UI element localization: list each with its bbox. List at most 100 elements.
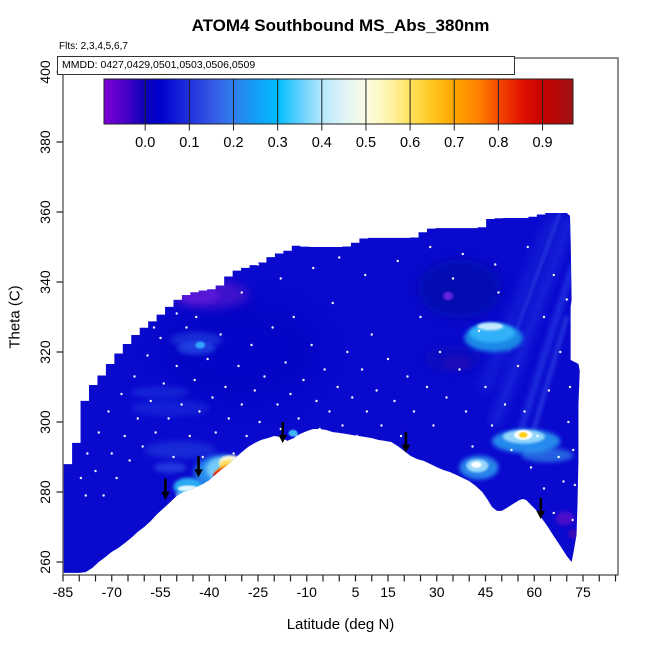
sample-dot <box>188 434 191 438</box>
sample-dot <box>393 399 396 403</box>
field-hotspot <box>213 474 221 480</box>
field-hotspot <box>170 332 223 348</box>
y-tick-label: 320 <box>37 340 53 364</box>
sample-dot <box>84 494 87 497</box>
sample-dot <box>567 420 570 424</box>
sample-dot <box>471 445 474 448</box>
sample-dot <box>149 399 152 403</box>
x-tick-label: 60 <box>526 584 542 600</box>
sample-dot <box>180 403 183 406</box>
x-tick-label: 15 <box>380 584 396 600</box>
sample-dot <box>425 385 429 389</box>
field-hotspot <box>154 462 187 473</box>
colorbar-tick-label: 0.8 <box>488 135 508 151</box>
sample-dot <box>562 480 565 483</box>
sample-dot <box>351 396 354 399</box>
field-hotspot <box>131 399 210 417</box>
arrow-down-icon <box>278 422 287 443</box>
sample-dot <box>331 301 334 305</box>
x-axis: -85 -70 -55 -40 -25 -10 5 15 30 45 60 75 <box>53 575 617 600</box>
sample-dot <box>289 392 292 396</box>
sample-dot <box>323 368 326 371</box>
field-hotspot <box>180 287 219 305</box>
sample-dot <box>263 375 266 378</box>
colorbar-tick-label: 0.3 <box>268 135 288 151</box>
sample-dot <box>198 410 201 413</box>
sample-dot <box>245 434 248 438</box>
colorbar-gradient <box>103 78 574 125</box>
sample-dot <box>240 403 243 406</box>
sample-dot <box>206 357 209 361</box>
field-hotspot <box>568 529 579 539</box>
field-hotspot <box>288 429 298 437</box>
sample-dot <box>219 333 222 336</box>
sample-dot <box>141 445 144 448</box>
y-tick-label: 280 <box>37 480 53 504</box>
colorbar-tick-label: 0.0 <box>135 135 155 151</box>
sample-dot <box>315 399 318 403</box>
sample-dot <box>302 378 305 382</box>
sample-dot <box>318 427 321 431</box>
field-hotspot <box>177 485 199 492</box>
sample-dot <box>399 434 403 438</box>
x-tick-label: 5 <box>352 584 360 600</box>
x-tick-label: 45 <box>478 584 494 600</box>
y-tick-label: 300 <box>37 410 53 434</box>
field-hotspot <box>293 238 311 246</box>
sample-dot <box>542 487 546 490</box>
field-hotspot <box>295 434 301 439</box>
sample-dot <box>227 417 230 420</box>
colorbar-tick-label: 0.7 <box>444 135 464 151</box>
sample-dot <box>497 291 500 294</box>
sample-dot <box>94 469 97 473</box>
arrow-down-icon <box>401 431 411 453</box>
sample-dot <box>419 315 422 319</box>
sample-dot <box>258 420 261 424</box>
sample-dot <box>253 389 256 392</box>
sample-dot <box>355 434 359 438</box>
field-hotspot <box>521 448 574 463</box>
sample-dot <box>484 385 487 389</box>
sample-dot <box>128 459 131 462</box>
sample-dot <box>107 410 110 413</box>
sample-dot <box>175 364 178 368</box>
sample-dot <box>310 343 313 347</box>
sample-dot <box>175 312 178 315</box>
flights-label: Flts: 2,3,4,5,6,7 <box>59 41 128 52</box>
sample-dot <box>568 385 572 389</box>
sample-dot <box>297 417 300 420</box>
sample-dot <box>211 396 214 399</box>
y-tick-label: 380 <box>37 130 53 154</box>
sample-dot <box>250 343 253 347</box>
sample-dot <box>559 350 562 354</box>
field-hotspot <box>556 511 575 526</box>
sample-dot <box>120 392 123 396</box>
sample-dot <box>547 389 551 392</box>
colorbar-tick-label: 0.1 <box>179 135 199 151</box>
sample-dot <box>136 417 139 420</box>
field-hotspot <box>175 491 198 498</box>
arrow-down-icon <box>161 478 170 500</box>
shear-streak <box>507 213 562 353</box>
sample-dot <box>172 455 175 459</box>
sample-dot <box>110 452 113 455</box>
sample-dot <box>305 438 308 441</box>
sample-dot <box>406 375 409 378</box>
y-tick-label: 360 <box>37 200 53 224</box>
sample-dot <box>490 424 494 427</box>
sample-dot <box>154 431 157 434</box>
page-title: ATOM4 Southbound MS_Abs_380nm <box>191 16 490 35</box>
sample-dot <box>224 385 227 389</box>
sample-dot <box>375 389 378 392</box>
x-tick-label: -55 <box>150 584 170 600</box>
field-hotspot <box>417 259 502 319</box>
arrow-down-icon <box>536 497 546 519</box>
sample-dot <box>152 326 156 329</box>
legend-box: MMDD: 0427,0429,0501,0503,0506,0509 <box>57 56 515 75</box>
sample-dot <box>464 410 468 413</box>
colorbar-tick-label: 0.4 <box>312 135 332 151</box>
sample-dot <box>458 368 461 371</box>
sample-dot <box>360 368 364 371</box>
sample-dot <box>214 431 217 434</box>
sample-dot <box>221 280 224 284</box>
